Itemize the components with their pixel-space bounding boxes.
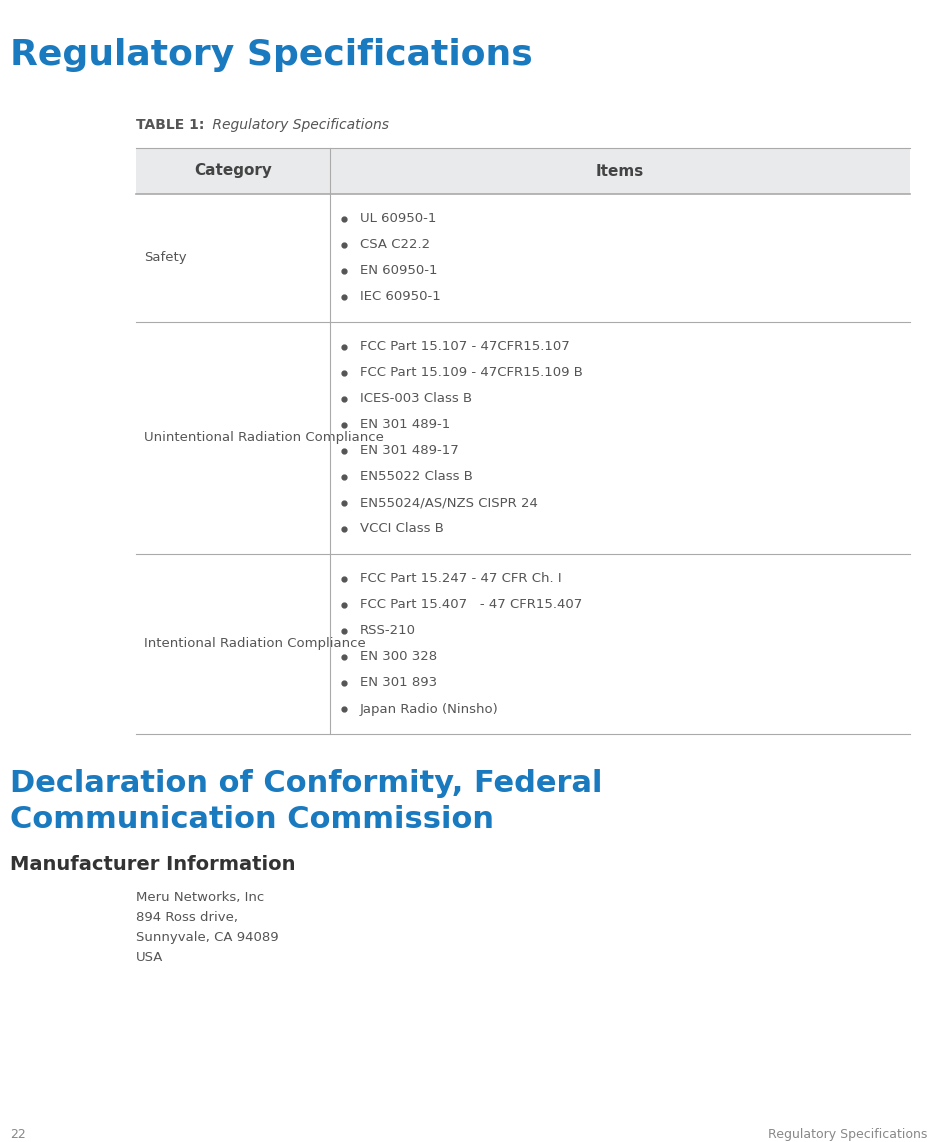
Text: Regulatory Specifications: Regulatory Specifications xyxy=(208,118,388,132)
Text: Manufacturer Information: Manufacturer Information xyxy=(10,855,295,874)
Text: 894 Ross drive,: 894 Ross drive, xyxy=(136,911,238,924)
Text: IEC 60950-1: IEC 60950-1 xyxy=(359,290,440,304)
Text: EN 300 328: EN 300 328 xyxy=(359,651,437,664)
Text: Safety: Safety xyxy=(144,251,186,265)
Text: RSS-210: RSS-210 xyxy=(359,625,416,637)
Text: FCC Part 15.109 - 47CFR15.109 B: FCC Part 15.109 - 47CFR15.109 B xyxy=(359,367,582,379)
Text: Communication Commission: Communication Commission xyxy=(10,805,493,834)
Text: EN 301 489-1: EN 301 489-1 xyxy=(359,418,450,432)
Text: EN 301 489-17: EN 301 489-17 xyxy=(359,444,459,458)
Text: EN 301 893: EN 301 893 xyxy=(359,676,437,690)
Bar xyxy=(136,148,909,194)
Text: Regulatory Specifications: Regulatory Specifications xyxy=(10,38,533,72)
Text: EN55024/AS/NZS CISPR 24: EN55024/AS/NZS CISPR 24 xyxy=(359,497,537,509)
Text: FCC Part 15.247 - 47 CFR Ch. I: FCC Part 15.247 - 47 CFR Ch. I xyxy=(359,572,561,586)
Text: Unintentional Radiation Compliance: Unintentional Radiation Compliance xyxy=(144,432,384,444)
Text: FCC Part 15.407   - 47 CFR15.407: FCC Part 15.407 - 47 CFR15.407 xyxy=(359,598,581,611)
Text: TABLE 1:: TABLE 1: xyxy=(136,118,204,132)
Text: 22: 22 xyxy=(10,1128,25,1141)
Text: Items: Items xyxy=(595,163,643,178)
Text: EN55022 Class B: EN55022 Class B xyxy=(359,471,473,483)
Text: USA: USA xyxy=(136,951,163,964)
Text: UL 60950-1: UL 60950-1 xyxy=(359,212,436,225)
Text: Declaration of Conformity, Federal: Declaration of Conformity, Federal xyxy=(10,769,602,798)
Text: Sunnyvale, CA 94089: Sunnyvale, CA 94089 xyxy=(136,931,278,944)
Text: ICES-003 Class B: ICES-003 Class B xyxy=(359,393,472,405)
Text: CSA C22.2: CSA C22.2 xyxy=(359,239,430,251)
Text: VCCI Class B: VCCI Class B xyxy=(359,523,444,536)
Text: Japan Radio (Ninsho): Japan Radio (Ninsho) xyxy=(359,702,498,716)
Text: Meru Networks, Inc: Meru Networks, Inc xyxy=(136,891,264,904)
Text: Regulatory Specifications: Regulatory Specifications xyxy=(767,1128,926,1141)
Text: EN 60950-1: EN 60950-1 xyxy=(359,265,437,278)
Text: Intentional Radiation Compliance: Intentional Radiation Compliance xyxy=(144,637,365,651)
Text: Category: Category xyxy=(194,163,271,178)
Text: FCC Part 15.107 - 47CFR15.107: FCC Part 15.107 - 47CFR15.107 xyxy=(359,340,569,354)
